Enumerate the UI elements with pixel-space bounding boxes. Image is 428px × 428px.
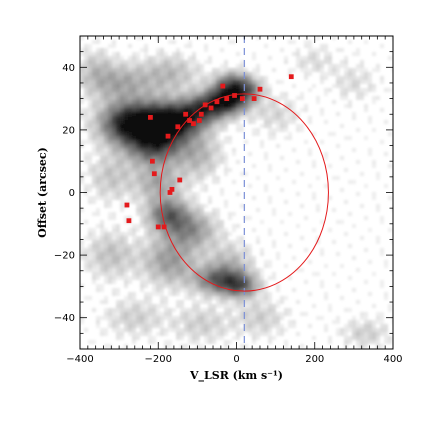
- data-point: [208, 105, 214, 111]
- data-point: [232, 93, 237, 98]
- data-point: [148, 114, 153, 120]
- data-point: [169, 186, 175, 192]
- y-tick-label: 40: [62, 63, 75, 74]
- data-point: [175, 124, 181, 130]
- data-point: [183, 111, 189, 117]
- x-tick-label: 0: [233, 354, 239, 365]
- y-axis-label: Offset (arcsec): [36, 147, 49, 238]
- data-point: [149, 158, 155, 164]
- x-tick-label: −400: [66, 354, 93, 365]
- data-point: [239, 96, 245, 101]
- y-tick-label: 20: [62, 125, 75, 136]
- data-point: [214, 99, 220, 105]
- x-tick-label: 200: [305, 354, 324, 365]
- data-point: [202, 102, 208, 108]
- y-tick-label: −40: [54, 313, 75, 324]
- x-tick-label: 400: [383, 354, 402, 365]
- data-point: [167, 190, 173, 195]
- data-point: [126, 218, 132, 224]
- data-point: [198, 111, 204, 117]
- data-point: [251, 96, 257, 101]
- emission-map: [80, 36, 393, 349]
- data-point: [151, 171, 157, 177]
- data-point: [288, 74, 294, 80]
- data-point: [257, 86, 263, 92]
- data-point: [165, 133, 171, 139]
- data-point: [196, 118, 202, 123]
- emission-cells: [80, 36, 393, 349]
- data-point: [191, 121, 196, 127]
- x-axis-label: V_LSR (km s⁻¹): [189, 369, 283, 383]
- data-point: [220, 83, 226, 89]
- model-ellipse: [159, 93, 329, 292]
- overlay-layer: [124, 36, 329, 349]
- data-point: [177, 177, 183, 183]
- x-tick-label: −200: [145, 354, 172, 365]
- data-point: [161, 224, 167, 230]
- data-point: [187, 118, 192, 123]
- data-point: [224, 96, 230, 101]
- y-tick-label: 0: [69, 188, 75, 199]
- y-tick-label: −20: [54, 251, 75, 262]
- marker-series-0: [124, 74, 294, 230]
- data-point: [155, 224, 161, 230]
- data-point: [124, 202, 130, 208]
